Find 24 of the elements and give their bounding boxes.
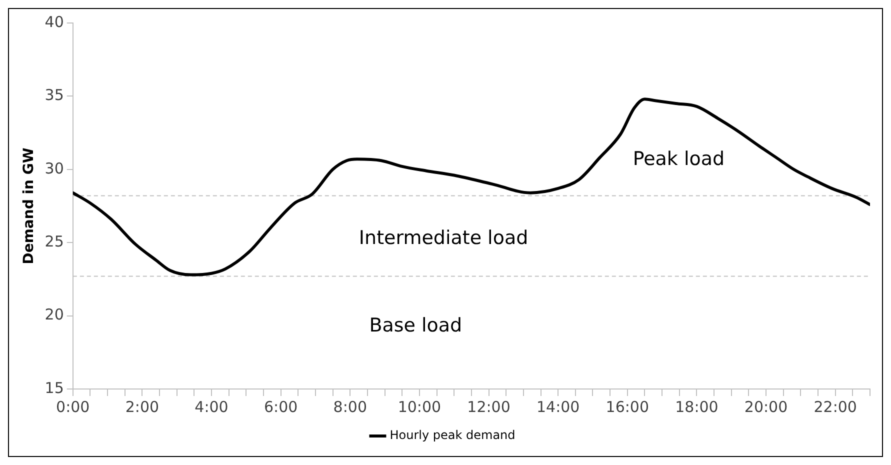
y-tick-label: 25: [44, 232, 64, 250]
x-tick-label: 2:00: [125, 398, 160, 416]
x-tick-label: 16:00: [606, 398, 650, 416]
annotation: Peak load: [632, 148, 725, 170]
annotation: Base load: [369, 314, 462, 337]
line-series: [72, 98, 870, 276]
y-axis-title: Demand in GW: [21, 148, 38, 264]
x-tick-label: 10:00: [398, 398, 442, 416]
y-tick-label: 20: [44, 306, 64, 324]
y-tick-label: 15: [44, 378, 64, 397]
x-tick-label: 22:00: [814, 398, 857, 416]
x-tick-label: 12:00: [467, 398, 510, 416]
y-tick-label: 30: [44, 159, 64, 178]
x-tick-label: 6:00: [264, 398, 298, 416]
x-tick-label: 0:00: [56, 398, 90, 416]
y-tick-label: 40: [44, 12, 64, 31]
legend-label: Hourly peak demand: [390, 428, 516, 442]
x-tick-label: 4:00: [194, 398, 228, 416]
annotation: Intermediate load: [358, 226, 528, 249]
x-tick-label: 8:00: [333, 398, 367, 416]
x-tick-label: 14:00: [536, 398, 580, 416]
y-tick-label: 35: [44, 86, 64, 104]
x-tick-label: 18:00: [675, 398, 718, 416]
x-tick-label: 20:00: [744, 398, 788, 416]
